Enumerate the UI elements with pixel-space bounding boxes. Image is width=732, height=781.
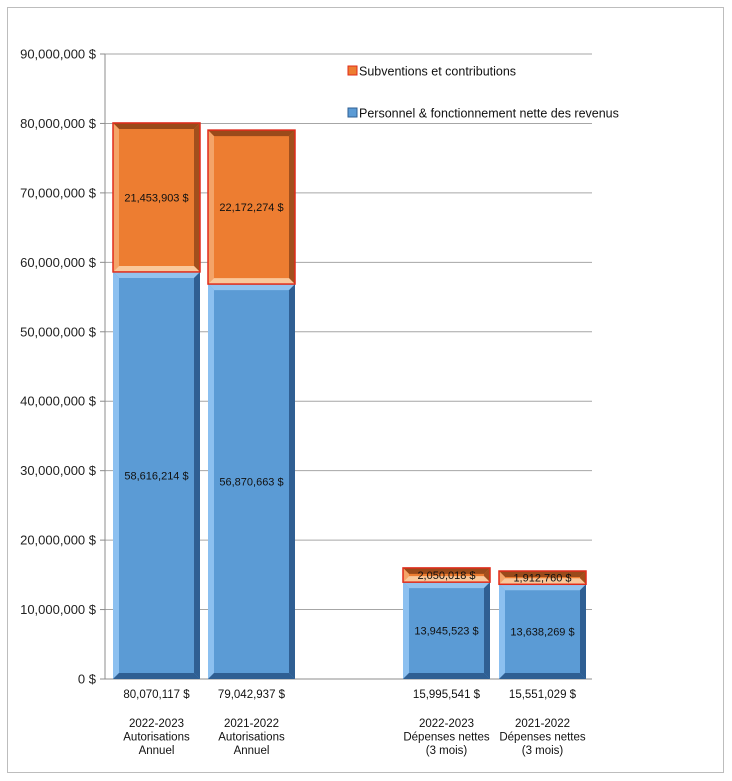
category-label: Autorisations — [218, 732, 285, 744]
category-label: 2021-2022 — [515, 718, 570, 730]
total-label: 15,551,029 $ — [509, 689, 577, 701]
category-label: Annuel — [139, 745, 175, 757]
bar-personnel-bevel-right — [289, 284, 295, 679]
bar-personnel-bevel-left — [403, 582, 409, 679]
y-tick-label: 40,000,000 $ — [20, 394, 97, 409]
y-tick-label: 70,000,000 $ — [20, 185, 97, 200]
legend-label: Subventions et contributions — [359, 65, 516, 79]
bar-personnel-bevel-top — [208, 284, 295, 291]
bar-subventions-bevel-bottom — [499, 578, 586, 585]
bar-personnel-bevel-top — [113, 271, 200, 278]
category-label: Dépenses nettes — [403, 732, 490, 744]
bar-subventions — [113, 122, 200, 272]
data-label-subventions: 2,050,018 $ — [417, 570, 475, 582]
y-tick-label: 60,000,000 $ — [20, 255, 97, 270]
bar-personnel-bevel-right — [580, 584, 586, 679]
legend-swatch — [347, 65, 358, 76]
category-label: Annuel — [234, 745, 270, 757]
y-tick-label: 30,000,000 $ — [20, 463, 97, 478]
bar-personnel-bevel-top — [499, 584, 586, 591]
y-tick-label: 20,000,000 $ — [20, 533, 97, 548]
bar-subventions-outline — [207, 129, 296, 285]
category-label: 2022-2023 — [129, 718, 184, 730]
bar-personnel-bevel-bottom — [113, 673, 200, 679]
bar-subventions-bevel-top — [403, 567, 490, 574]
data-label-personnel: 58,616,214 $ — [124, 470, 188, 482]
category-label: 2021-2022 — [224, 718, 279, 730]
total-label: 15,995,541 $ — [413, 689, 481, 701]
y-tick-label: 80,000,000 $ — [20, 116, 97, 131]
bar-subventions-bevel-right — [580, 571, 586, 585]
bar-subventions-bevel-left — [403, 567, 409, 583]
y-tick-label: 50,000,000 $ — [20, 324, 97, 339]
bar-personnel-bevel-bottom — [208, 673, 295, 679]
category-label: (3 mois) — [522, 745, 564, 757]
bar-subventions-bevel-top — [113, 122, 200, 129]
data-label-subventions: 21,453,903 $ — [124, 192, 188, 204]
bar-subventions — [208, 130, 295, 285]
category-label: 2022-2023 — [419, 718, 474, 730]
legend-item-personnel: Personnel & fonctionnement nette des rev… — [347, 107, 619, 121]
bar-subventions-bevel-top — [208, 130, 295, 137]
data-label-subventions: 1,912,760 $ — [513, 573, 571, 585]
bar-subventions-bevel-bottom — [208, 278, 295, 285]
bar-subventions-bevel-bottom — [403, 576, 490, 583]
bar-personnel-bevel-left — [113, 271, 119, 679]
bar-personnel-bevel-left — [499, 584, 505, 679]
y-tick-label: 0 $ — [78, 672, 97, 687]
y-tick-label: 90,000,000 $ — [20, 47, 97, 62]
category-label: (3 mois) — [426, 745, 468, 757]
legend-item-subventions: Subventions et contributions — [347, 65, 516, 79]
bar-subventions-outline — [112, 122, 201, 273]
category-label: Dépenses nettes — [499, 732, 586, 744]
bar-subventions-bevel-left — [499, 571, 505, 585]
bar-subventions-bevel-right — [484, 567, 490, 583]
bar-personnel-bevel-left — [208, 284, 214, 679]
bar-subventions-bevel-right — [289, 130, 295, 285]
total-label: 79,042,937 $ — [218, 689, 286, 701]
bar-subventions-bevel-left — [208, 130, 214, 285]
total-label: 80,070,117 $ — [123, 689, 190, 701]
bar-personnel-bevel-right — [484, 582, 490, 679]
bar-personnel-bevel-bottom — [499, 673, 586, 679]
legend-label: Personnel & fonctionnement nette des rev… — [359, 107, 619, 121]
category-label: Autorisations — [123, 732, 190, 744]
legend-swatch — [347, 107, 358, 118]
bar-subventions-outline — [498, 570, 587, 586]
bar-personnel — [208, 284, 295, 679]
bar-subventions-bevel-right — [194, 122, 200, 272]
data-label-personnel: 13,638,269 $ — [510, 627, 574, 639]
bar-subventions-bevel-left — [113, 122, 119, 272]
bar-subventions-bevel-bottom — [113, 265, 200, 272]
bar-personnel-bevel-bottom — [403, 673, 490, 679]
bar-subventions-outline — [402, 567, 491, 583]
bar-personnel — [403, 582, 490, 679]
bar-personnel-bevel-top — [403, 582, 490, 589]
data-label-personnel: 56,870,663 $ — [219, 477, 283, 489]
bar-personnel — [113, 271, 200, 679]
bar-personnel-bevel-right — [194, 271, 200, 679]
y-tick-label: 10,000,000 $ — [20, 602, 97, 617]
bar-personnel — [499, 584, 586, 679]
data-label-personnel: 13,945,523 $ — [414, 626, 478, 638]
data-label-subventions: 22,172,274 $ — [219, 202, 283, 214]
bar-subventions-bevel-top — [499, 571, 586, 578]
